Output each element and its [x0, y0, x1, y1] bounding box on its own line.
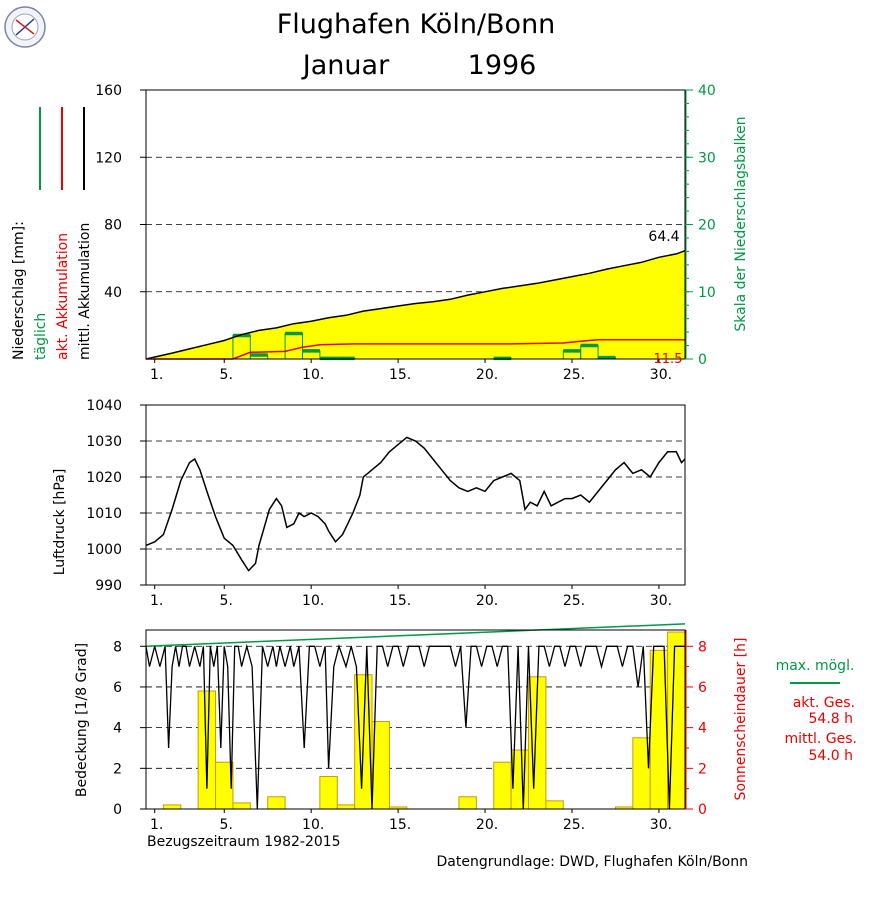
- actual-accumulation-line: [146, 338, 685, 360]
- y-tick-label: 2: [113, 761, 122, 777]
- y-tick-label: 1020: [86, 470, 122, 486]
- x-tick-label: 25.: [563, 367, 585, 383]
- sunshine-bar: [232, 802, 251, 810]
- y-tick-label: 80: [104, 218, 122, 234]
- y2-tick-label: 40: [698, 83, 716, 99]
- max-possible-line: [145, 623, 686, 648]
- precip-y-ticks: 40 80 120 160: [95, 83, 146, 301]
- mean-total-value: 54.0 h: [809, 748, 854, 764]
- cloud-frame: [145, 629, 686, 810]
- sunshine-y2-label: Sonnenscheindauer [h]: [733, 638, 749, 801]
- cloud-y-label: Bedeckung [1/8 Grad]: [74, 643, 90, 797]
- sunshine-bar: [545, 800, 564, 810]
- x-tick-label: 10.: [302, 817, 324, 833]
- pressure-frame: [145, 404, 686, 586]
- sunshine-bar: [336, 804, 356, 810]
- y-tick-label: 990: [95, 578, 122, 594]
- pressure-y-ticks: 990 1000 1010 1020 1030 1040: [86, 398, 146, 594]
- y2-tick-label: 0: [698, 802, 707, 818]
- y-tick-label: 1000: [86, 542, 122, 558]
- y-tick-label: 1010: [86, 506, 122, 522]
- precip-x-ticks: 1. 5. 10. 15. 20. 25. 30.: [150, 359, 672, 383]
- chart-month: Januar: [301, 50, 390, 81]
- x-tick-label: 15.: [389, 593, 411, 609]
- y-tick-label: 120: [95, 150, 122, 166]
- x-tick-label: 1.: [150, 367, 163, 383]
- x-tick-label: 20.: [476, 367, 498, 383]
- y-tick-label: 1030: [86, 434, 122, 450]
- y2-tick-label: 2: [698, 761, 707, 777]
- precip-y2-ticks: 0 10 20 30 40: [685, 83, 716, 368]
- y2-tick-label: 6: [698, 680, 707, 696]
- station-logo: [4, 6, 46, 48]
- precip-y2-label: Skala der Niederschlagsbalken: [733, 116, 749, 331]
- x-tick-label: 5.: [220, 367, 233, 383]
- x-tick-label: 30.: [650, 367, 672, 383]
- x-tick-label: 30.: [650, 593, 672, 609]
- y2-tick-label: 30: [698, 150, 716, 166]
- y-tick-label: 8: [113, 639, 122, 655]
- precipitation-panel: 40 80 120 160 0 10 20 30 40 1. 5. 10. 15. 20. 25. 30.…: [11, 83, 749, 383]
- mean-accumulation-end-label: 64.4: [648, 229, 679, 245]
- actual-accumulation-end-label: 11.5: [654, 352, 683, 367]
- sunshine-bar: [458, 796, 477, 810]
- actual-total-label: akt. Ges.: [793, 695, 855, 711]
- mean-total-label: mittl. Ges.: [784, 731, 857, 747]
- chart-year: 1996: [468, 50, 537, 81]
- y-tick-label: 0: [113, 802, 122, 818]
- mean-accumulation-area: [146, 250, 685, 359]
- x-tick-label: 1.: [150, 593, 163, 609]
- pressure-panel: 990 1000 1010 1020 1030 1040 1. 5. 10. 15. 20. 25.…: [52, 398, 686, 609]
- x-tick-label: 5.: [220, 817, 233, 833]
- sunshine-bar: [267, 796, 286, 810]
- pressure-x-ticks: 1. 5. 10. 15. 20. 25. 30.: [150, 585, 672, 609]
- y2-tick-label: 20: [698, 218, 716, 234]
- sunshine-y2-ticks: 0 2 4 6 8: [685, 630, 707, 818]
- y2-tick-label: 4: [698, 721, 707, 737]
- y-tick-label: 1040: [86, 398, 122, 414]
- pressure-grid: [146, 440, 685, 550]
- sunshine-bar: [197, 690, 217, 810]
- pressure-y-label: Luftdruck [hPa]: [52, 469, 68, 576]
- x-tick-label: 5.: [220, 593, 233, 609]
- y2-tick-label: 10: [698, 285, 716, 301]
- x-tick-label: 20.: [476, 817, 498, 833]
- sunshine-bar: [162, 804, 182, 810]
- mean-accumulation-line: [145, 249, 686, 360]
- sunshine-bar: [319, 775, 338, 810]
- precip-legend-title: Niederschlag [mm]:: [11, 221, 27, 360]
- y2-tick-label: 0: [698, 352, 707, 368]
- x-tick-label: 10.: [302, 593, 324, 609]
- x-tick-label: 10.: [302, 367, 324, 383]
- x-tick-label: 20.: [476, 593, 498, 609]
- data-source: Datengrundlage: DWD, Flughafen Köln/Bonn: [436, 854, 748, 870]
- x-tick-label: 25.: [563, 817, 585, 833]
- cloud-y-ticks: 0 2 4 6 8: [113, 639, 146, 818]
- x-tick-label: 15.: [389, 367, 411, 383]
- y-tick-label: 160: [95, 83, 122, 99]
- legend-actual-label: akt. Akkumulation: [55, 233, 71, 360]
- chart-title: Flughafen Köln/Bonn: [277, 9, 556, 40]
- y-tick-label: 40: [104, 285, 122, 301]
- x-tick-label: 15.: [389, 817, 411, 833]
- y-tick-label: 6: [113, 680, 122, 696]
- sunshine-bar: [493, 761, 512, 810]
- cloud-cover-line: [145, 643, 685, 810]
- legend-daily-label: täglich: [33, 313, 49, 360]
- y2-tick-label: 8: [698, 639, 707, 655]
- reference-period: Bezugszeitraum 1982-2015: [147, 834, 341, 850]
- x-tick-label: 1.: [150, 817, 163, 833]
- sunshine-bars: [162, 631, 686, 810]
- y-tick-label: 4: [113, 721, 122, 737]
- cloud-sunshine-panel: 0 2 4 6 8 0 2 4 6 8 1. 5. 10. 15. 20. 25. 30. Bedeckun…: [74, 623, 857, 833]
- cloud-x-ticks: 1. 5. 10. 15. 20. 25. 30.: [150, 809, 672, 833]
- actual-total-value: 54.8 h: [809, 711, 854, 727]
- x-tick-label: 25.: [563, 593, 585, 609]
- x-tick-label: 30.: [650, 817, 672, 833]
- legend-mean-label: mittl. Akkumulation: [77, 223, 93, 360]
- pressure-line: [145, 436, 686, 572]
- max-possible-label: max. mögl.: [776, 658, 855, 674]
